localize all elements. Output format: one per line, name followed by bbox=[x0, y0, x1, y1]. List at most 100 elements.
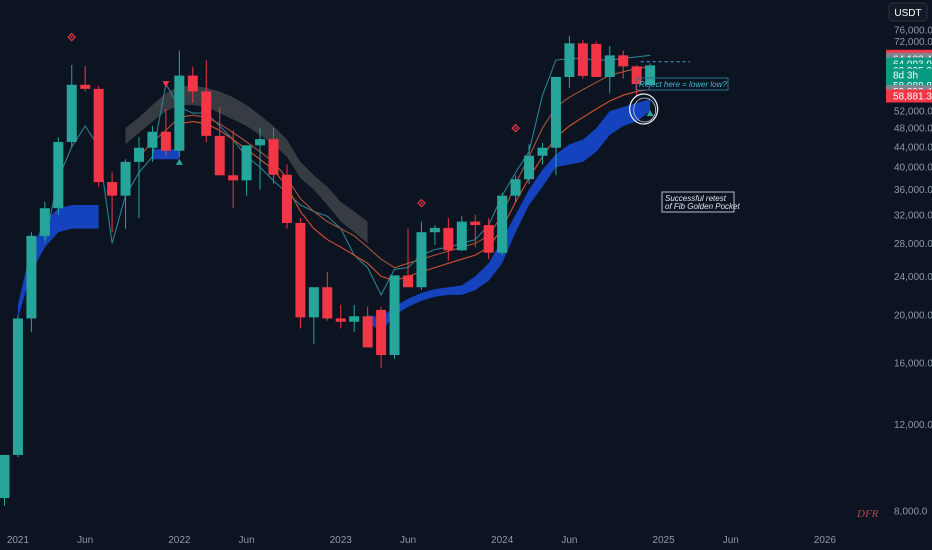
candle-body bbox=[295, 222, 306, 318]
down-triangle-marker bbox=[162, 81, 170, 88]
price-badge bbox=[886, 89, 932, 103]
candle-body bbox=[577, 43, 588, 76]
candle-body bbox=[174, 75, 185, 151]
y-tick-label: 28,000.0 bbox=[894, 239, 932, 250]
y-tick-label: 8,000.0 bbox=[894, 507, 928, 518]
indicator-line-2 bbox=[179, 89, 651, 282]
retest-circle bbox=[629, 93, 659, 125]
retest-callout-box bbox=[661, 191, 735, 213]
y-tick-label: 16,000.0 bbox=[894, 358, 932, 369]
candle-body bbox=[429, 227, 440, 233]
candle-body bbox=[537, 147, 548, 156]
x-tick-label: Jun bbox=[239, 535, 255, 546]
diamond-marker bbox=[511, 123, 520, 133]
y-tick-label: 36,000.0 bbox=[894, 185, 932, 196]
candle-body bbox=[268, 139, 279, 175]
candle-body bbox=[93, 88, 104, 183]
candle-body bbox=[510, 179, 521, 196]
candle-body bbox=[443, 227, 454, 251]
y-tick-label: 32,000.0 bbox=[894, 210, 932, 221]
candle-body bbox=[470, 221, 481, 226]
candle-body bbox=[187, 75, 198, 92]
candles-layer bbox=[0, 35, 656, 506]
x-tick-label: 2021 bbox=[7, 535, 30, 546]
candle-body bbox=[416, 232, 427, 288]
grey-cloud-0 bbox=[125, 85, 368, 244]
x-tick-label: 2023 bbox=[330, 535, 353, 546]
price-badge-label: 8d 3h bbox=[893, 71, 918, 82]
y-tick-label: 24,000.0 bbox=[894, 272, 932, 283]
retest-callout-line1: Successful retest bbox=[665, 194, 727, 203]
x-tick-label: Jun bbox=[400, 535, 416, 546]
currency-badge[interactable]: USDT bbox=[888, 2, 928, 22]
candle-body bbox=[107, 182, 118, 196]
candle-body bbox=[12, 318, 23, 455]
price-badge bbox=[886, 68, 932, 82]
candle-body bbox=[456, 221, 467, 251]
candle-body bbox=[281, 174, 292, 223]
candle-body bbox=[604, 55, 615, 77]
candle-body bbox=[631, 66, 642, 85]
candle-body bbox=[389, 275, 400, 356]
candle-body bbox=[618, 55, 629, 67]
candle-body bbox=[26, 235, 37, 319]
up-triangle-marker bbox=[646, 110, 654, 117]
candle-body bbox=[255, 139, 266, 146]
candle-body bbox=[645, 65, 656, 85]
candle-body bbox=[335, 318, 346, 322]
candle-body bbox=[66, 84, 77, 142]
annotations-layer: Reject here = lower low? Successful retes… bbox=[629, 61, 740, 213]
y-tick-label: 72,000.0 bbox=[894, 37, 932, 48]
candle-body bbox=[308, 287, 319, 318]
retest-circle-inner bbox=[633, 97, 657, 123]
candle-body bbox=[403, 275, 413, 288]
diamond-marker bbox=[67, 32, 77, 42]
blue-cloud-2 bbox=[367, 99, 651, 332]
candle-body bbox=[53, 141, 64, 209]
x-tick-label: 2024 bbox=[491, 535, 514, 546]
indicator-line-1 bbox=[138, 66, 651, 269]
indicator-lines bbox=[44, 54, 651, 297]
candle-body bbox=[147, 131, 158, 148]
candle-body bbox=[39, 208, 50, 236]
diamond-marker-dot bbox=[420, 202, 423, 205]
signal-markers bbox=[67, 32, 654, 208]
candle-body bbox=[120, 161, 131, 196]
candle-body bbox=[0, 454, 10, 499]
price-axis[interactable]: 76,000.072,000.0 52,000.0 48,000.0 44,000.0… bbox=[894, 26, 932, 518]
x-tick-label: 2025 bbox=[652, 535, 675, 546]
candle-body bbox=[483, 225, 494, 253]
y-tick-label: 12,000.0 bbox=[894, 420, 932, 431]
y-tick-label: 52,000.0 bbox=[894, 107, 932, 118]
up-triangle-marker bbox=[175, 158, 183, 165]
x-tick-label: 2022 bbox=[168, 535, 191, 546]
price-labels: 64,227.164,183.464,093.963,225.98d 3h58,… bbox=[886, 49, 932, 103]
time-axis[interactable]: 2021 Jun 2022 Jun 2023 Jun 2024 Jun 2025 Jun 2026 bbox=[7, 535, 837, 546]
candle-body bbox=[322, 287, 333, 319]
candle-body bbox=[591, 43, 602, 77]
y-tick-label: 20,000.0 bbox=[894, 311, 932, 322]
y-tick-label: 44,000.0 bbox=[894, 142, 932, 153]
candle-body bbox=[497, 195, 508, 253]
indicator-line-0 bbox=[44, 54, 651, 297]
y-tick-label: 48,000.0 bbox=[894, 124, 932, 135]
candle-body bbox=[362, 316, 373, 348]
x-tick-label: Jun bbox=[77, 535, 93, 546]
candle-body bbox=[550, 76, 561, 148]
candle-body bbox=[80, 84, 91, 89]
x-tick-label: Jun bbox=[723, 535, 739, 546]
x-tick-label: 2026 bbox=[814, 535, 837, 546]
diamond-marker-dot bbox=[70, 36, 73, 39]
candle-body bbox=[134, 147, 144, 162]
currency-label: USDT bbox=[894, 8, 921, 19]
candle-body bbox=[160, 131, 171, 151]
candle-body bbox=[214, 135, 225, 176]
x-tick-label: Jun bbox=[561, 535, 577, 546]
candle-body bbox=[241, 145, 252, 181]
price-badge-label: 58,881.3 bbox=[893, 92, 932, 103]
retest-callout-line2: of Fib Golden Pocket bbox=[665, 202, 740, 211]
diamond-marker bbox=[417, 198, 426, 208]
